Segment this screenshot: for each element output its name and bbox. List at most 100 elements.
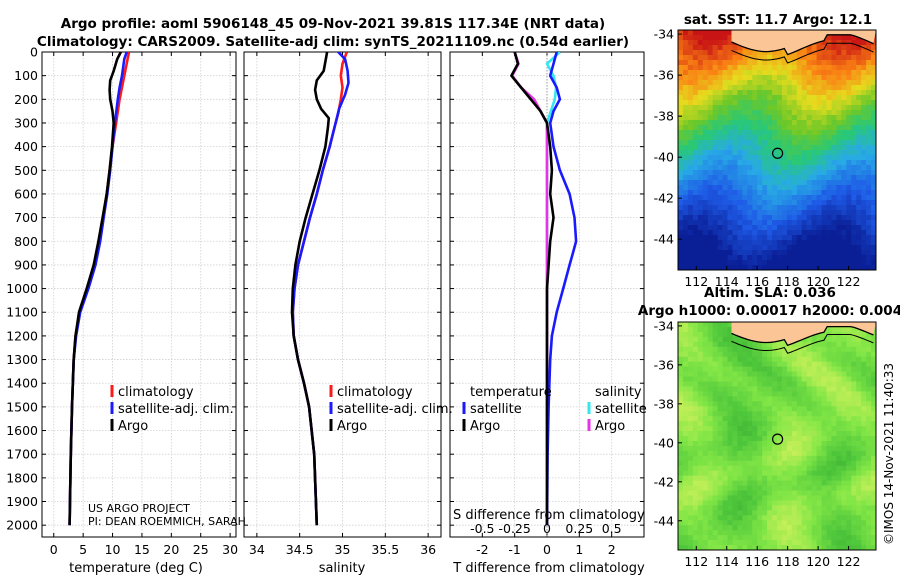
- map-cell: [687, 391, 694, 397]
- map-cell: [752, 65, 758, 71]
- map-cell: [796, 200, 803, 206]
- map-cell: [841, 110, 847, 116]
- map-cell: [826, 265, 832, 270]
- map-cell: [846, 436, 852, 442]
- map-cell: [717, 30, 723, 36]
- map-cell: [871, 475, 876, 482]
- map-cell: [747, 431, 753, 437]
- map-cell: [742, 445, 748, 452]
- map-cell: [836, 495, 842, 501]
- map-cell: [742, 381, 748, 387]
- map-cell: [836, 500, 842, 506]
- map-cell: [692, 40, 699, 46]
- map-cell: [678, 180, 684, 186]
- map-cell: [682, 480, 689, 486]
- map-cell: [697, 215, 704, 221]
- map-cell: [831, 90, 837, 96]
- map-cell: [816, 346, 822, 353]
- map-cell: [851, 50, 857, 56]
- map-cell: [856, 50, 862, 56]
- map-cell: [846, 406, 852, 412]
- map-cell: [791, 450, 798, 457]
- map-cell: [871, 235, 876, 241]
- map-cell: [831, 180, 837, 186]
- map-cell: [836, 411, 842, 417]
- map-cell: [678, 200, 684, 206]
- map-cell: [682, 65, 689, 71]
- map-cell: [777, 381, 783, 387]
- map-cell: [772, 356, 778, 363]
- map-cell: [801, 540, 808, 546]
- map-cell: [732, 135, 738, 141]
- map-cell: [836, 391, 842, 397]
- map-cell: [697, 411, 704, 417]
- map-cell: [861, 530, 867, 536]
- map-cell: [796, 381, 803, 387]
- map-cell: [856, 230, 862, 236]
- map-cell: [732, 540, 738, 546]
- map-cell: [752, 436, 758, 442]
- map-cell: [826, 535, 832, 541]
- map-cell: [687, 341, 694, 348]
- map-cell: [717, 346, 723, 353]
- map-cell: [707, 235, 714, 241]
- map-cell: [801, 450, 808, 457]
- map-cell: [687, 480, 694, 486]
- map-cell: [717, 371, 723, 377]
- map-cell: [866, 371, 872, 377]
- map-cell: [856, 90, 862, 96]
- map-cell: [742, 180, 748, 186]
- map-cell: [727, 235, 733, 241]
- map-cell: [871, 376, 876, 382]
- map-cell: [811, 495, 817, 501]
- map-cell: [796, 445, 803, 452]
- map-cell: [841, 470, 847, 477]
- map-cell: [717, 465, 723, 472]
- map-cell: [861, 485, 867, 491]
- map-cell: [747, 185, 753, 191]
- map-cell: [796, 205, 803, 211]
- map-cell: [826, 480, 832, 486]
- map-cell: [841, 180, 847, 186]
- map-cell: [856, 195, 862, 201]
- map-cell: [712, 265, 718, 270]
- map-cell: [806, 485, 813, 491]
- map-cell: [682, 235, 689, 241]
- map-cell: [801, 336, 808, 343]
- map-cell: [781, 170, 788, 176]
- map-cell: [866, 540, 872, 546]
- map-cell: [727, 70, 733, 76]
- map-cell: [821, 120, 827, 126]
- map-cell: [732, 401, 738, 407]
- map-cell: [702, 535, 709, 541]
- map-cell: [697, 401, 704, 407]
- map-cell: [732, 351, 738, 358]
- map-cell: [811, 421, 817, 427]
- map-cell: [831, 406, 837, 412]
- map-cell: [727, 336, 733, 343]
- map-cell: [722, 265, 728, 270]
- map-cell: [702, 336, 709, 343]
- map-cell: [752, 545, 758, 550]
- map-cell: [747, 120, 753, 126]
- map-cell: [801, 406, 808, 412]
- map-cell: [801, 500, 808, 506]
- map-cell: [836, 465, 842, 472]
- map-cell: [772, 366, 778, 372]
- map-cell: [678, 485, 684, 491]
- map-y-tick-label: -38: [654, 109, 674, 124]
- map-cell: [801, 535, 808, 541]
- map-cell: [717, 341, 723, 348]
- map-cell: [871, 386, 876, 392]
- map-cell: [682, 381, 689, 387]
- map-cell: [846, 50, 852, 56]
- map-cell: [727, 401, 733, 407]
- map-cell: [687, 55, 694, 61]
- map-cell: [871, 85, 876, 91]
- map-cell: [687, 386, 694, 392]
- map-cell: [796, 470, 803, 477]
- map-cell: [762, 85, 768, 91]
- map-cell: [732, 525, 738, 531]
- map-cell: [831, 85, 837, 91]
- map-cell: [687, 115, 694, 121]
